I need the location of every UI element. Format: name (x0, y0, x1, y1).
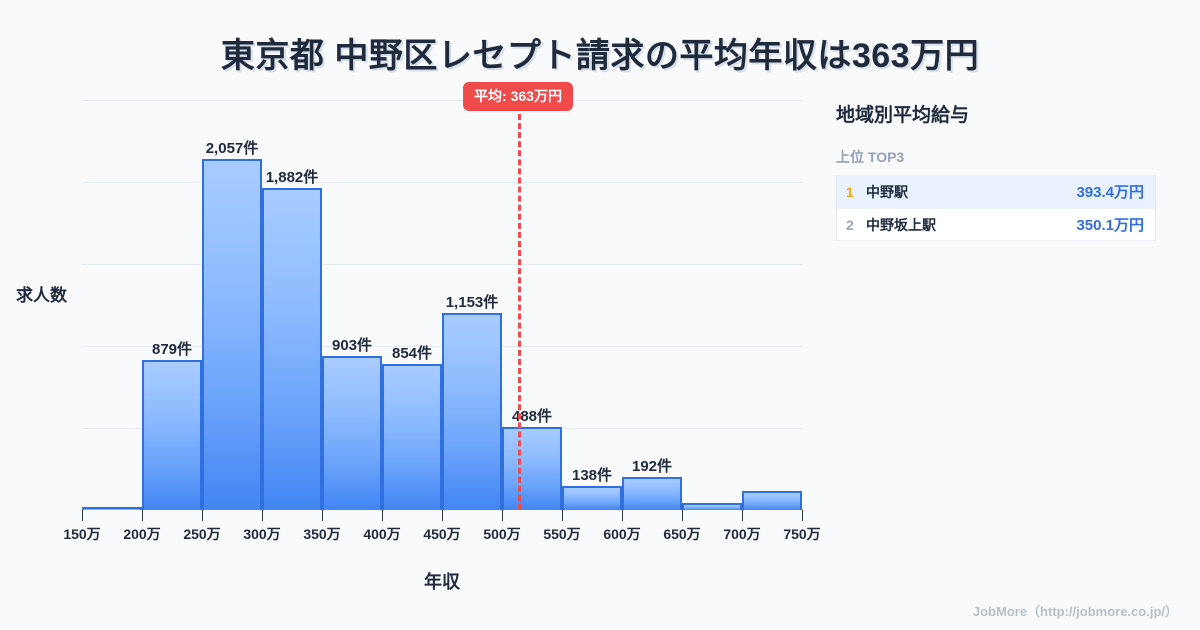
sidebar-heading: 地域別平均給与 (836, 105, 970, 126)
x-axis-tick-label: 750万 (783, 526, 821, 542)
x-axis-tick (382, 510, 383, 521)
x-axis-tick-label: 400万 (363, 526, 401, 542)
bar-value-label: 1,153件 (445, 294, 499, 311)
x-axis-tick-label: 550万 (543, 526, 581, 542)
x-axis-title: 年収 (424, 572, 460, 592)
x-axis-tick (202, 510, 203, 521)
x-axis-tick-label: 650万 (663, 526, 701, 542)
x-axis-tick-label: 200万 (123, 526, 161, 542)
histogram-bar (82, 507, 142, 510)
bar-value-label: 879件 (151, 341, 193, 358)
bar-value-label: 138件 (571, 467, 613, 484)
histogram-bar (502, 427, 562, 510)
ranking-row: 1 中野駅 393.4万円 (837, 175, 1155, 208)
bar-value-label: 2,057件 (205, 140, 259, 157)
ranking-salary-value: 350.1万円 (1076, 217, 1144, 234)
x-axis-tick-label: 350万 (303, 526, 341, 542)
histogram-bar (262, 188, 322, 510)
x-axis-tick (442, 510, 443, 521)
salary-histogram-chart: 求人数 879件 2,057件 1,882件 903件 854件 1,153件 488件 13… (16, 82, 821, 592)
x-axis-tick-label: 300万 (243, 526, 281, 542)
ranking-position: 1 (846, 183, 854, 200)
sidebar-subheading: 上位 TOP3 (836, 149, 905, 165)
footer-attribution: JobMore（http://jobmore.co.jp/） (972, 604, 1178, 619)
x-axis-tick (622, 510, 623, 521)
histogram-bar (382, 364, 442, 510)
x-axis-tick-label: 150万 (63, 526, 101, 542)
chart-plot-area: 879件 2,057件 1,882件 903件 854件 1,153件 488件 138件 19… (63, 82, 821, 542)
x-axis-tick (682, 510, 683, 521)
histogram-bar (742, 491, 802, 510)
x-axis-tick-label: 700万 (723, 526, 761, 542)
x-axis-tick-label: 600万 (603, 526, 641, 542)
x-axis-tick (262, 510, 263, 521)
histogram-bar (622, 477, 682, 510)
x-axis-tick (802, 510, 803, 521)
ranking-station-name: 中野駅 (866, 183, 908, 200)
ranking-salary-value: 393.4万円 (1076, 184, 1144, 201)
histogram-bar (142, 360, 202, 510)
bar-value-label: 854件 (391, 345, 433, 362)
histogram-bar (322, 356, 382, 510)
bar-value-label: 903件 (331, 337, 373, 354)
x-axis-tick-label: 250万 (183, 526, 221, 542)
average-line (518, 114, 521, 510)
x-axis-tick (142, 510, 143, 521)
gridline (82, 264, 802, 265)
bar-value-label: 192件 (631, 458, 673, 475)
y-axis-title: 求人数 (16, 286, 67, 305)
regional-average-sidebar: 地域別平均給与 上位 TOP3 1 中野駅 393.4万円 2 中野坂上駅 350.1万円 (836, 100, 1166, 241)
x-axis-tick (502, 510, 503, 521)
histogram-bar (682, 503, 742, 510)
x-axis-tick (82, 510, 83, 521)
histogram-bar (202, 159, 262, 510)
average-badge: 平均: 363万円 (463, 82, 573, 111)
x-axis-tick (322, 510, 323, 521)
gridline (82, 100, 802, 101)
x-axis-tick-label: 450万 (423, 526, 461, 542)
x-axis-tick-label: 500万 (483, 526, 521, 542)
x-axis-tick (562, 510, 563, 521)
histogram-bar (442, 313, 502, 510)
ranking-table: 1 中野駅 393.4万円 2 中野坂上駅 350.1万円 (836, 175, 1156, 241)
ranking-row: 2 中野坂上駅 350.1万円 (837, 208, 1155, 241)
gridline (82, 182, 802, 183)
ranking-station-name: 中野坂上駅 (866, 216, 936, 233)
x-axis-tick (742, 510, 743, 521)
bar-value-label: 1,882件 (265, 169, 319, 186)
bar-value-label: 488件 (511, 408, 553, 425)
histogram-bar (562, 486, 622, 510)
ranking-position: 2 (846, 216, 854, 233)
page-title: 東京都 中野区レセプト請求の平均年収は363万円 (220, 37, 980, 75)
